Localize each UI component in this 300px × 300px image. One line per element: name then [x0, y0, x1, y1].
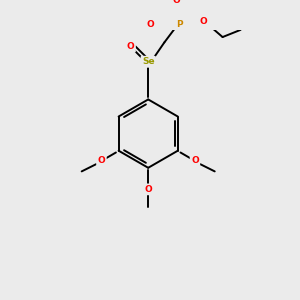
Text: O: O: [200, 17, 208, 26]
Text: O: O: [147, 20, 154, 29]
Text: O: O: [173, 0, 181, 5]
Text: Se: Se: [142, 57, 155, 66]
Text: O: O: [127, 42, 134, 51]
Text: O: O: [144, 185, 152, 194]
Text: O: O: [191, 156, 199, 165]
Text: O: O: [98, 156, 105, 165]
Text: P: P: [176, 20, 183, 29]
